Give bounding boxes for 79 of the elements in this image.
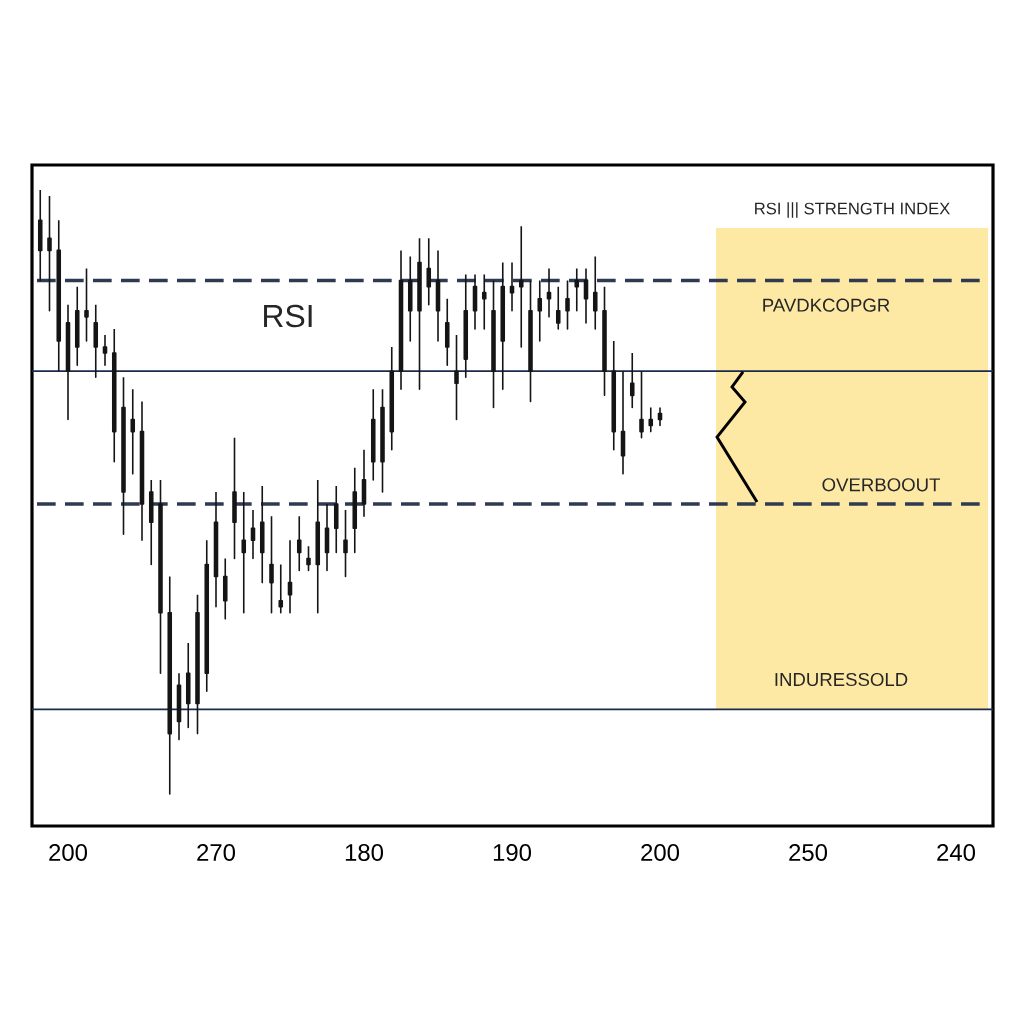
candlestick: [296, 515, 302, 572]
candlestick: [56, 219, 62, 372]
x-tick-label: 200: [641, 844, 680, 861]
candlestick: [417, 237, 422, 391]
candlestick: [287, 539, 293, 614]
candlestick: [176, 672, 182, 741]
candlestick: [222, 557, 228, 620]
candlestick: [250, 509, 256, 560]
candlestick: [407, 255, 413, 342]
x-tick-label: 240: [937, 844, 976, 861]
candlestick: [269, 515, 274, 614]
candlestick: [518, 225, 524, 348]
x-tick-label: 200: [49, 844, 88, 861]
candlestick: [537, 279, 543, 342]
candlestick: [333, 485, 339, 554]
candlestick: [454, 334, 459, 421]
candlestick: [361, 448, 367, 517]
candlestick: [65, 303, 71, 421]
annotation: RSI: [264, 304, 312, 328]
candlestick: [509, 261, 515, 312]
annotation: RSI ||| STRENGTH INDEX: [755, 202, 950, 218]
candlestick: [158, 479, 163, 674]
candlestick: [629, 352, 635, 409]
candlestick: [195, 593, 200, 735]
candlestick: [435, 249, 441, 342]
candlestick: [204, 539, 210, 693]
candlestick: [389, 346, 395, 451]
candlestick: [111, 328, 117, 463]
candlestick: [102, 334, 108, 366]
candlestick: [148, 479, 154, 566]
candlestick: [583, 267, 589, 324]
x-tick-label: 190: [493, 844, 532, 861]
candlestick: [620, 370, 626, 475]
candlestick: [139, 400, 145, 542]
candlestick: [130, 388, 136, 475]
candlestick: [611, 340, 617, 451]
candlestick: [324, 503, 330, 572]
candlestick: [370, 388, 376, 481]
candlestick: [463, 273, 469, 379]
candlestick: [574, 267, 580, 312]
candlestick: [528, 279, 533, 403]
candlestick: [657, 406, 663, 427]
candlestick: [648, 406, 654, 433]
x-tick-label: 180: [345, 844, 384, 861]
candlestick: [232, 436, 237, 560]
ref-line-label: OVERBOOUT: [822, 478, 940, 492]
candlestick: [380, 388, 385, 493]
ref-line-label: PAVDKCOPGR: [763, 298, 890, 312]
candlestick: [472, 273, 478, 330]
candlestick: [352, 467, 358, 554]
candlestick: [84, 267, 89, 342]
candlestick: [241, 491, 247, 614]
candlestick: [426, 237, 432, 306]
candlestick: [278, 563, 284, 614]
candlestick: [491, 279, 496, 409]
candlestick: [444, 297, 450, 366]
candlestick: [74, 285, 80, 366]
ref-line-label: INDURESSOLD: [775, 672, 908, 687]
candlestick: [121, 376, 126, 536]
candlestick: [213, 491, 219, 608]
candlestick: [639, 370, 644, 439]
candlestick: [167, 575, 173, 795]
candlestick: [555, 285, 561, 330]
x-tick-label: 270: [197, 844, 236, 861]
candlestick: [315, 479, 321, 614]
candlestick: [343, 509, 348, 578]
candlestick: [592, 255, 598, 330]
candlestick: [259, 485, 265, 584]
candlestick: [185, 642, 191, 729]
candlestick: [546, 267, 552, 318]
candlestick: [602, 285, 607, 397]
candlestick: [306, 545, 311, 572]
candlestick: [37, 189, 43, 282]
candlestick: [500, 261, 506, 391]
x-tick-label: 250: [789, 844, 828, 861]
candlestick: [481, 273, 487, 330]
candlestick: [565, 279, 570, 330]
candlestick: [93, 303, 99, 379]
candlestick: [398, 249, 404, 391]
